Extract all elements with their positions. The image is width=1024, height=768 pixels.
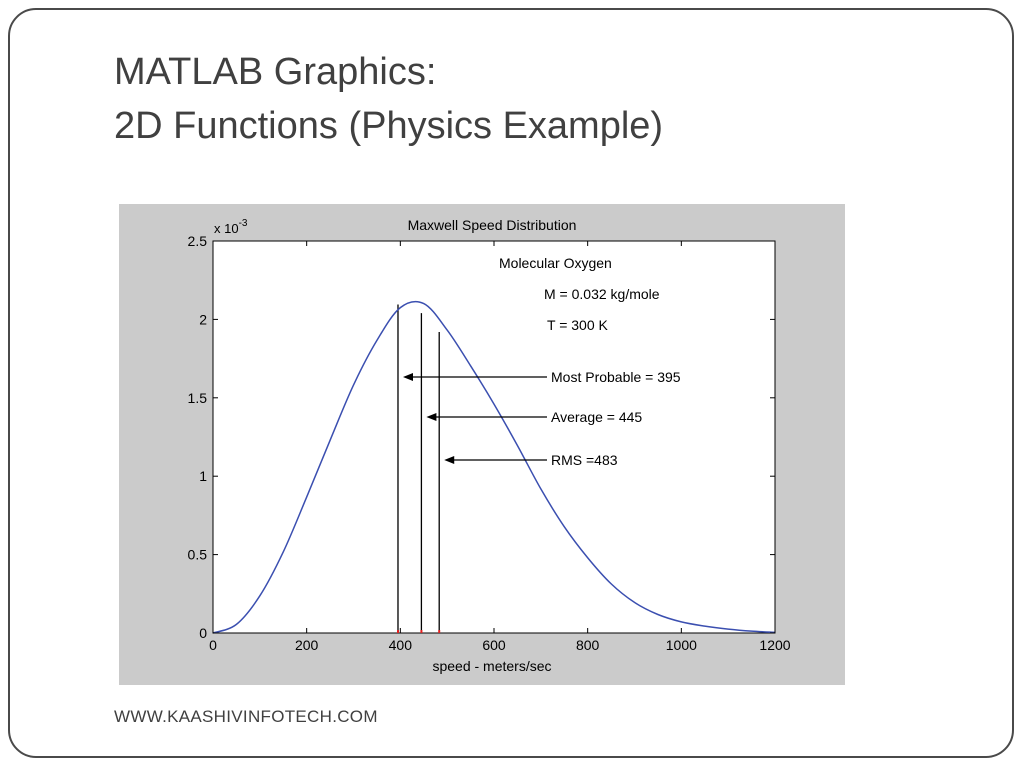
footer-url: WWW.KAASHIVINFOTECH.COM: [114, 707, 378, 726]
y-exponent-label: x 10-3: [214, 218, 248, 236]
slide-subtitle: 2D Functions (Physics Example): [114, 105, 664, 147]
y-tick-label: 2.5: [188, 233, 208, 249]
marker-arrowhead: [402, 373, 413, 381]
chart-title: Maxwell Speed Distribution: [408, 217, 577, 233]
y-tick-label: 0.5: [188, 547, 208, 563]
slide-title: MATLAB Graphics:: [114, 51, 437, 93]
x-tick-label: 1000: [666, 637, 697, 653]
annotation-gas: Molecular Oxygen: [499, 255, 612, 271]
annotation-temperature: T = 300 K: [547, 317, 609, 333]
marker-arrowhead: [426, 413, 437, 421]
marker-arrowhead: [444, 456, 455, 464]
y-tick-label: 1: [199, 468, 207, 484]
y-exponent-power: -3: [239, 218, 248, 229]
annotation-mass: M = 0.032 kg/mole: [544, 286, 660, 302]
y-tick-label: 0: [199, 625, 207, 641]
marker-label: RMS =483: [551, 452, 618, 468]
plot-area: [212, 240, 776, 634]
distribution-curve: [212, 300, 776, 634]
x-tick-label: 1200: [759, 637, 790, 653]
x-tick-label: 800: [576, 637, 600, 653]
maxwell-chart: Maxwell Speed Distribution 0 200 400 600 800…: [188, 217, 791, 674]
x-tick-label: 0: [209, 637, 217, 653]
x-tick-label: 400: [389, 637, 413, 653]
marker-label: Most Probable = 395: [551, 369, 681, 385]
marker-label: Average = 445: [551, 409, 642, 425]
x-tick-label: 200: [295, 637, 319, 653]
x-tick-label: 600: [482, 637, 506, 653]
y-exponent-base: x 10: [214, 221, 239, 236]
x-axis-label: speed - meters/sec: [432, 658, 551, 674]
y-tick-label: 1.5: [188, 390, 208, 406]
y-tick-label: 2: [199, 311, 207, 327]
